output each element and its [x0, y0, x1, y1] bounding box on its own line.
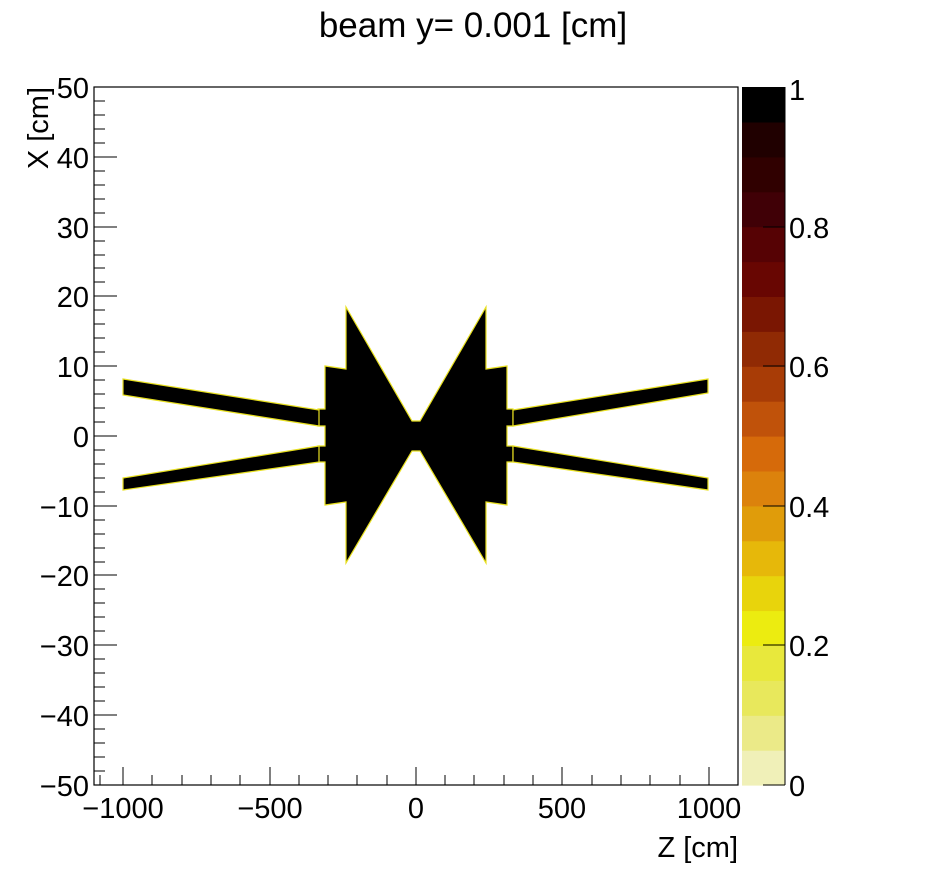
colorbar-axis [763, 87, 786, 786]
chart-title: beam y= 0.001 [cm] [318, 6, 628, 45]
colorbar-band [742, 401, 785, 437]
svg-text:20: 20 [57, 282, 89, 314]
svg-text:0.8: 0.8 [789, 213, 829, 245]
colorbar-band [742, 436, 785, 472]
svg-text:30: 30 [57, 213, 89, 245]
colorbar-band [742, 366, 785, 402]
svg-text:−20: −20 [40, 561, 89, 593]
colorbar-band [742, 750, 785, 786]
left-lower-pipe [122, 445, 320, 491]
material-map [122, 304, 709, 566]
svg-text:40: 40 [57, 143, 89, 175]
svg-text:1000: 1000 [677, 793, 742, 825]
svg-text:−40: −40 [40, 701, 89, 733]
colorbar-band [742, 87, 785, 123]
left-upper-pipe [122, 378, 320, 427]
svg-text:−1000: −1000 [82, 793, 163, 825]
svg-text:−500: −500 [237, 793, 302, 825]
right-lower-pipe [512, 445, 709, 491]
svg-text:50: 50 [57, 73, 89, 105]
x-tick-labels: −1000 −500 0 500 1000 [82, 793, 741, 825]
svg-text:−50: −50 [40, 771, 89, 803]
svg-text:−30: −30 [40, 631, 89, 663]
colorbar-band [742, 156, 785, 193]
colorbar-band [742, 680, 785, 716]
svg-text:0.6: 0.6 [789, 352, 829, 384]
y-axis [94, 86, 117, 772]
colorbar-band [742, 505, 785, 542]
svg-text:1: 1 [789, 75, 805, 107]
svg-text:0: 0 [408, 793, 424, 825]
svg-text:0: 0 [789, 771, 805, 803]
central-bowtie-shape [317, 304, 514, 566]
colorbar-band [742, 121, 785, 158]
x-axis [99, 767, 739, 785]
colorbar-band [742, 645, 785, 681]
y-axis-title: X [cm] [23, 87, 55, 169]
colorbar-band [742, 296, 785, 332]
colorbar-band [742, 540, 785, 577]
right-upper-pipe [512, 378, 709, 427]
colorbar-band [742, 610, 785, 646]
svg-text:10: 10 [57, 352, 89, 384]
svg-text:0.2: 0.2 [789, 631, 829, 663]
svg-text:500: 500 [538, 793, 586, 825]
svg-text:0.4: 0.4 [789, 492, 829, 524]
svg-text:−10: −10 [40, 492, 89, 524]
colorbar-band [742, 575, 785, 612]
colorbar-band [742, 331, 785, 367]
colorbar [742, 87, 785, 786]
colorbar-band [742, 470, 785, 507]
svg-text:0: 0 [73, 422, 89, 454]
colorbar-band [742, 226, 785, 263]
colorbar-tick-labels: 1 0.8 0.6 0.4 0.2 0 [789, 75, 829, 803]
x-axis-title: Z [cm] [657, 832, 738, 864]
y-tick-labels: 50 40 30 20 10 0 −10 −20 −30 −40 −50 [40, 73, 89, 803]
colorbar-band [742, 715, 785, 751]
colorbar-band [742, 191, 785, 228]
colorbar-band [742, 261, 785, 297]
